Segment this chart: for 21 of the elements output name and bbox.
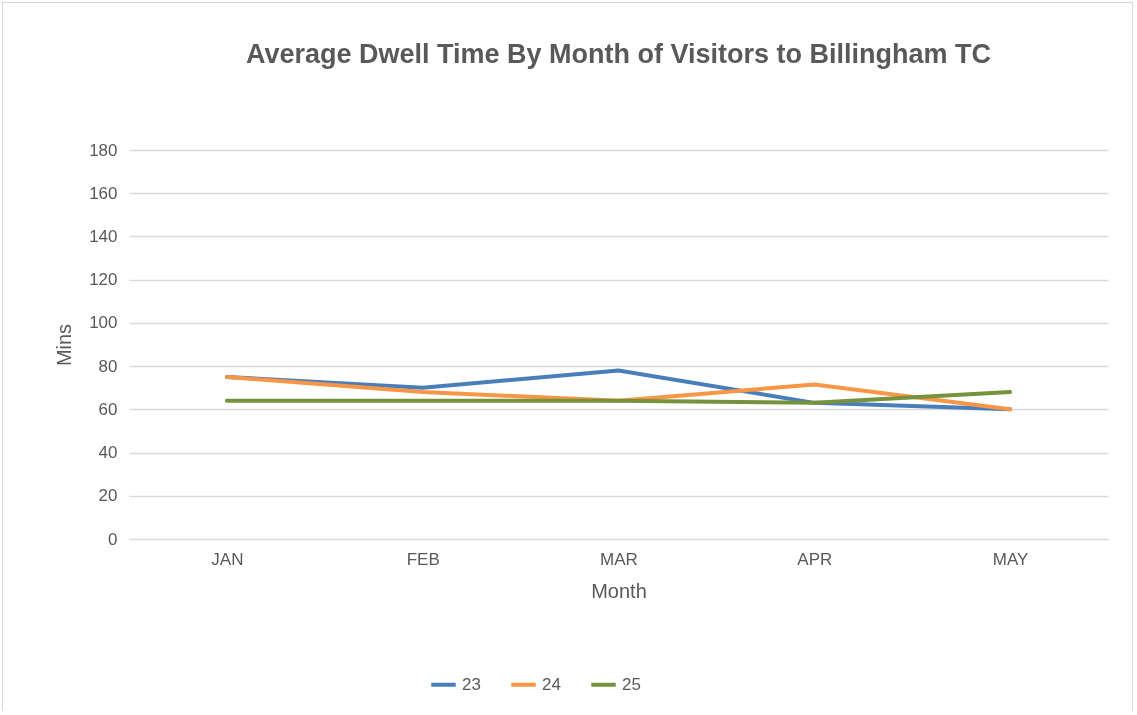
x-tick-label: MAY <box>992 549 1029 569</box>
legend-label: 23 <box>462 674 481 694</box>
x-tick-label: FEB <box>406 549 440 569</box>
y-tick-label: 20 <box>98 486 118 506</box>
legend-label: 24 <box>542 674 561 694</box>
x-tick-label: MAR <box>600 549 638 569</box>
y-tick-label: 40 <box>98 443 118 463</box>
chart-title: Average Dwell Time By Month of Visitors to Billingham TC <box>245 39 992 69</box>
y-tick-label: 140 <box>89 226 118 246</box>
y-tick-label: 120 <box>89 270 118 290</box>
y-tick-label: 100 <box>89 313 118 333</box>
y-tick-label: 180 <box>89 140 118 160</box>
y-axis-title: Mins <box>53 323 76 367</box>
legend-label: 25 <box>622 674 641 694</box>
x-tick-label: APR <box>797 549 833 569</box>
y-tick-label: 160 <box>89 183 118 203</box>
x-tick-label: JAN <box>211 549 244 569</box>
x-axis-title: Month <box>591 579 647 602</box>
y-tick-label: 80 <box>98 356 118 376</box>
y-tick-label: 60 <box>98 399 118 419</box>
y-tick-label: 0 <box>108 529 118 549</box>
